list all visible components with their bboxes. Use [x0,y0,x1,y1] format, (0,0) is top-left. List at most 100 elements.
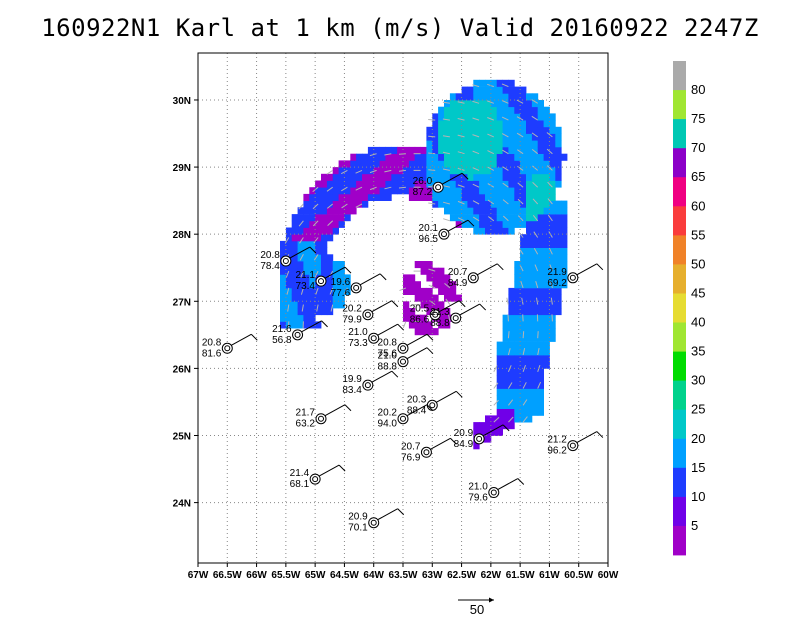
speed-cell [473,120,480,128]
speed-cell [338,193,345,201]
speed-cell [338,207,345,215]
speed-cell [543,126,550,134]
wind-vector [507,331,510,339]
speed-cell [309,314,316,322]
speed-cell [526,381,533,389]
station-ring [450,312,462,324]
wind-vector [428,268,436,272]
speed-cell [426,173,433,181]
speed-cell [555,214,562,222]
colorbar-label: 70 [691,140,705,155]
wind-barb-flag [397,508,405,516]
colorbar-segment [673,90,686,120]
speed-cell [367,187,375,195]
wind-vector [537,381,542,389]
speed-cell [543,120,550,128]
speed-cell [496,388,503,396]
speed-cell [537,314,544,322]
speed-cell [362,200,369,208]
x-tick-label: 66W [246,570,267,581]
speed-cell [543,247,550,255]
speed-cell [344,187,351,195]
station-ring [350,282,362,294]
speed-cell [297,240,304,248]
speed-cell [449,133,457,141]
speed-cell [561,153,568,161]
speed-cell [367,180,375,188]
speed-cell [531,133,539,141]
speed-cell [362,180,369,188]
wind-vector [516,116,524,121]
speed-cell [502,401,509,409]
wind-vector [384,153,392,156]
speed-cell [291,261,298,269]
speed-cell [485,428,492,436]
speed-cell [531,395,539,403]
speed-cell [321,200,328,208]
station-value: 69.2 [547,278,567,289]
speed-cell [397,180,404,188]
speed-cell [502,314,509,322]
speed-cell [502,321,509,329]
speed-cell [356,160,363,168]
wind-vector [547,198,553,205]
wind-vector [472,150,480,155]
speed-cell [508,93,515,101]
speed-cell [344,214,351,222]
speed-cell [291,247,298,255]
speed-cell [508,86,515,94]
speed-cell [543,140,550,148]
wind-vector [326,203,334,209]
wind-vector [398,169,406,172]
speed-cell [444,153,451,161]
wind-vector [299,237,304,244]
speed-cell [485,113,492,121]
speed-cell [543,200,550,208]
speed-cell [555,261,562,269]
speed-cell [537,173,544,181]
speed-cell [362,193,369,201]
speed-cell [303,321,310,329]
speed-cell [449,146,457,154]
speed-cell [315,240,322,248]
wind-vector [369,153,377,157]
speed-cell [508,294,515,302]
speed-cell [502,361,509,369]
speed-cell [526,140,533,148]
speed-cell [496,220,503,228]
speed-cell [485,187,492,195]
speed-cell [508,368,515,376]
speed-cell [520,401,527,409]
speed-cell [520,113,527,121]
station-value: 87.2 [413,187,433,198]
speed-cell [315,193,322,201]
speed-cell [485,133,492,141]
speed-cell [526,113,533,121]
speed-cell [391,160,398,168]
speed-cell [508,106,515,114]
wind-vector [531,99,538,104]
speed-cell [531,160,539,168]
wind-vector [487,166,495,171]
speed-cell [514,301,521,309]
speed-cell [496,401,503,409]
wind-vector [550,297,553,305]
speed-cell [461,187,468,195]
speed-cell [531,261,539,269]
speed-cell [321,173,328,181]
speed-cell [531,281,539,289]
station-marker [294,331,301,338]
speed-cell [367,167,375,175]
speed-cell [391,180,398,188]
speed-cell [526,153,533,161]
speed-cell [291,281,298,289]
speed-cell [549,120,556,128]
speed-cell [467,106,474,114]
station-temp: 20.8 [260,250,280,261]
speed-cell [473,140,480,148]
speed-cell [479,140,486,148]
speed-cell [537,120,544,128]
speed-cell [280,240,287,248]
station-marker [476,435,483,442]
speed-cell [549,240,556,248]
